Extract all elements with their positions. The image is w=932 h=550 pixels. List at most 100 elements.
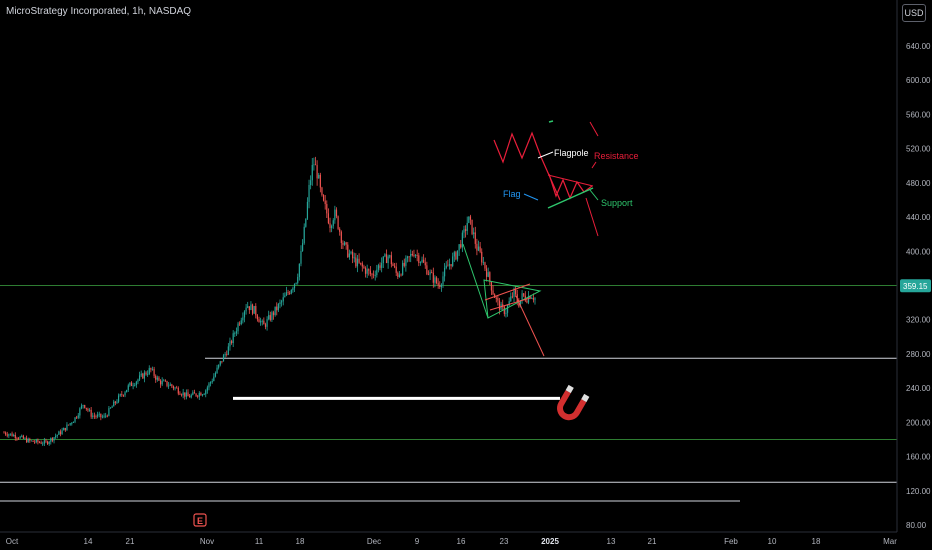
candle-body	[297, 276, 299, 283]
price-axis: 80.00 120.00 160.00 200.00 240.00 280.00 320.0…	[896, 0, 932, 550]
candle-body	[429, 272, 431, 275]
candle-body	[444, 267, 446, 277]
magnet-icon	[557, 384, 590, 421]
candle-body	[263, 320, 265, 325]
price-tick-label: 160.00	[906, 453, 931, 462]
candle-body	[311, 164, 313, 181]
candle-body	[339, 228, 341, 232]
price-tick-label: 120.00	[906, 487, 931, 496]
candle-body	[38, 442, 41, 443]
illustration-breakdown	[585, 197, 599, 237]
candle-body	[187, 392, 189, 397]
candle-body	[172, 386, 175, 389]
candle-body	[163, 380, 165, 382]
candle-body	[397, 272, 399, 277]
time-tick-label: Dec	[367, 537, 381, 546]
candle-body	[6, 434, 8, 436]
candle-body	[318, 174, 320, 179]
candle-body	[468, 216, 470, 223]
candle-body	[168, 385, 170, 387]
candle-body	[295, 282, 297, 284]
candle-body	[331, 225, 333, 228]
candle-body	[105, 415, 107, 417]
candle-body	[90, 409, 92, 417]
candle-body	[211, 380, 213, 383]
candle-body	[143, 372, 146, 379]
candle-body	[503, 306, 505, 314]
illustration-arrow-top	[589, 121, 599, 137]
price-tick-label: 440.00	[906, 213, 931, 222]
candle-body	[87, 408, 89, 411]
candle-body	[410, 253, 412, 257]
candle-body	[345, 242, 347, 245]
candle-body	[473, 232, 475, 234]
candle-body	[455, 252, 457, 260]
candle-body	[363, 266, 365, 268]
candle-body	[437, 283, 439, 286]
time-tick-label: 10	[768, 537, 777, 546]
candle-body	[61, 430, 63, 435]
candle-body	[497, 298, 499, 301]
candle-body	[166, 380, 168, 386]
candle-body	[19, 436, 21, 439]
candle-body	[258, 319, 260, 323]
candle-body	[14, 434, 16, 439]
candle-body	[461, 232, 463, 248]
candle-body	[171, 384, 173, 387]
candle-body	[55, 436, 57, 438]
candle-body	[16, 438, 18, 439]
candle-body	[200, 393, 202, 396]
candle-body	[145, 372, 147, 375]
candle-body	[126, 389, 128, 393]
candle-body	[161, 380, 163, 385]
candle-body	[147, 373, 149, 375]
price-tick-label: 560.00	[906, 110, 931, 119]
candle-body	[479, 246, 481, 252]
candle-body	[74, 417, 76, 422]
candle-body	[213, 376, 215, 381]
candle-body	[109, 407, 112, 409]
candle-body	[434, 277, 436, 283]
resistance-arrow	[591, 161, 597, 169]
candle-body	[314, 164, 317, 166]
candle-body	[293, 283, 296, 289]
candle-body	[5, 432, 7, 435]
candle-body	[390, 255, 392, 265]
support-arrow	[589, 189, 599, 201]
candle-body	[482, 262, 484, 264]
candle-body	[350, 251, 352, 254]
candle-body	[387, 256, 389, 264]
candle-body	[164, 380, 166, 382]
candle-body	[97, 414, 99, 417]
candle-body	[177, 388, 179, 394]
candle-body	[411, 253, 413, 256]
candle-body	[510, 296, 512, 302]
candle-body	[337, 216, 339, 229]
candle-body	[184, 392, 186, 397]
candle-body	[59, 431, 62, 435]
candle-body	[158, 377, 160, 381]
candle-body	[527, 296, 530, 303]
candle-body	[82, 405, 84, 406]
candle-body	[209, 382, 212, 384]
candle-body	[34, 441, 36, 443]
candle-body	[264, 324, 267, 327]
candlestick-series	[3, 156, 536, 447]
candle-body	[189, 396, 191, 398]
candle-body	[405, 258, 407, 266]
time-tick-label: Mar	[883, 537, 897, 546]
candle-body	[458, 244, 460, 251]
candle-body	[64, 427, 66, 431]
time-tick-label: 23	[500, 537, 509, 546]
candle-body	[279, 302, 281, 304]
candle-body	[285, 292, 288, 296]
candle-body	[124, 392, 126, 396]
candle-body	[205, 390, 207, 395]
candle-body	[369, 270, 371, 274]
price-tick-label: 520.00	[906, 145, 931, 154]
candle-body	[185, 392, 187, 397]
candle-body	[245, 307, 247, 312]
price-tick-label: 400.00	[906, 247, 931, 256]
currency-button[interactable]: USD	[902, 4, 926, 22]
